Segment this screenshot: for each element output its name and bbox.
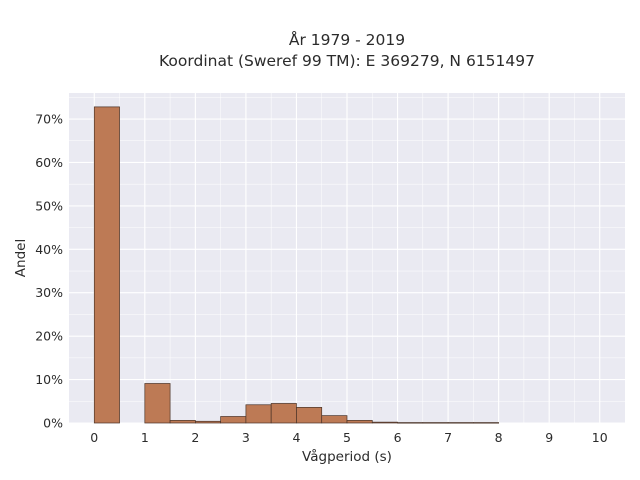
x-tick-label: 4 [292,430,300,445]
x-tick-label: 9 [545,430,553,445]
x-tick-label: 3 [242,430,250,445]
x-tick-label: 10 [592,430,608,445]
y-tick-label: 20% [35,329,63,344]
histogram-bar [144,383,171,424]
x-tick-labels: 0 1 2 3 4 5 6 7 8 9 10 [90,430,607,445]
histogram-bar [270,403,297,424]
y-tick-label: 0% [43,416,63,431]
y-tick-label: 50% [35,198,63,213]
histogram-bar [346,420,373,424]
histogram-bar [195,420,221,424]
histogram-bar [220,416,247,424]
y-tick-label: 30% [35,285,63,300]
histogram-bar [447,422,474,424]
chart-title-line1: År 1979 - 2019 [289,30,405,49]
histogram-bar [169,420,196,424]
chart-title-line2: Koordinat (Sweref 99 TM): E 369279, N 61… [159,52,535,70]
x-tick-label: 0 [90,430,98,445]
histogram-bar [473,422,499,424]
x-tick-label: 2 [191,430,199,445]
histogram-bar [296,407,323,424]
x-tick-label: 7 [444,430,452,445]
histogram-bar [397,422,424,424]
x-tick-label: 1 [141,430,149,445]
y-axis-label: Andel [13,239,29,277]
y-tick-label: 10% [35,372,63,387]
y-tick-label: 70% [35,112,63,127]
histogram-bar [371,421,398,424]
x-tick-label: 8 [495,430,503,445]
x-tick-label: 6 [394,430,402,445]
y-tick-label: 60% [35,155,63,170]
y-tick-labels: 0% 10% 20% 30% 40% 50% 60% 70% [35,112,63,431]
histogram-bar [93,106,120,424]
y-tick-label: 40% [35,242,63,257]
histogram-bar [245,404,272,424]
bars [93,106,499,424]
x-axis-label: Vågperiod (s) [302,448,392,465]
x-tick-label: 5 [343,430,351,445]
histogram-bar [422,422,449,424]
histogram-bar [321,415,348,424]
